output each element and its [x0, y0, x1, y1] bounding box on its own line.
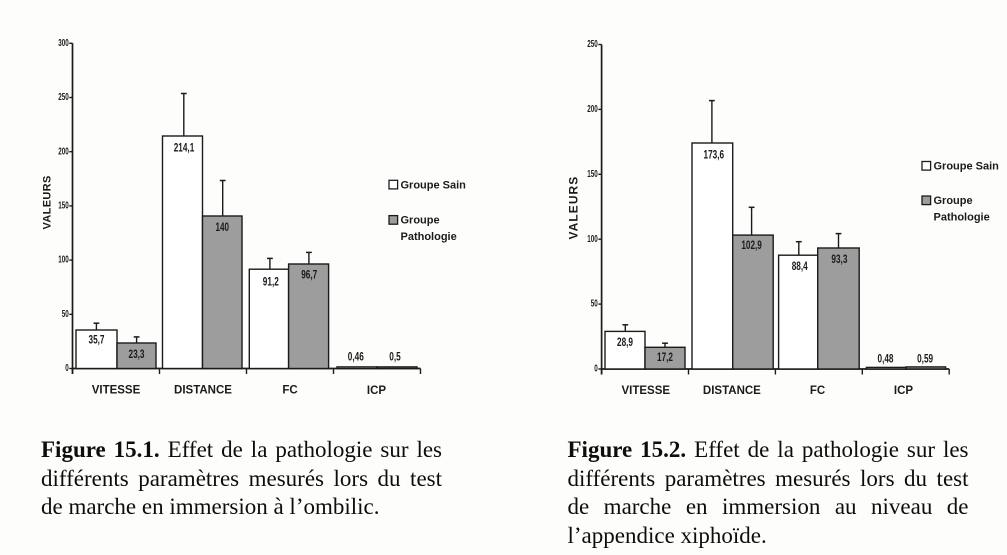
- svg-text:17,2: 17,2: [657, 350, 673, 364]
- svg-text:100: 100: [587, 234, 598, 245]
- svg-text:140: 140: [216, 220, 230, 234]
- svg-text:0,46: 0,46: [348, 350, 364, 364]
- svg-text:50: 50: [62, 309, 69, 320]
- svg-text:0,48: 0,48: [878, 351, 894, 365]
- svg-text:23,3: 23,3: [129, 347, 145, 361]
- svg-text:Pathologie: Pathologie: [934, 211, 990, 223]
- svg-text:214,1: 214,1: [174, 141, 195, 155]
- svg-text:150: 150: [58, 201, 69, 212]
- svg-text:300: 300: [58, 38, 69, 49]
- svg-text:DISTANCE: DISTANCE: [703, 385, 761, 397]
- svg-text:28,9: 28,9: [617, 335, 633, 349]
- svg-text:93,3: 93,3: [831, 252, 847, 266]
- svg-text:ICP: ICP: [367, 385, 387, 397]
- svg-text:VITESSE: VITESSE: [622, 385, 671, 397]
- svg-text:173,6: 173,6: [704, 148, 725, 162]
- svg-text:88,4: 88,4: [792, 259, 808, 273]
- svg-text:50: 50: [591, 299, 598, 310]
- svg-text:200: 200: [587, 104, 598, 115]
- svg-text:0: 0: [594, 364, 598, 375]
- svg-text:35,7: 35,7: [89, 333, 105, 347]
- svg-text:0,59: 0,59: [917, 351, 933, 365]
- svg-text:Groupe: Groupe: [401, 215, 440, 227]
- svg-text:250: 250: [587, 39, 598, 50]
- svg-text:VALEURS: VALEURS: [566, 176, 580, 240]
- svg-text:Pathologie: Pathologie: [401, 231, 457, 243]
- svg-text:VALEURS: VALEURS: [42, 175, 54, 230]
- svg-text:200: 200: [58, 146, 69, 157]
- svg-text:DISTANCE: DISTANCE: [174, 385, 232, 397]
- svg-text:100: 100: [58, 255, 69, 266]
- svg-text:Groupe Sain: Groupe Sain: [401, 179, 467, 191]
- svg-text:FC: FC: [282, 385, 297, 397]
- svg-text:0,5: 0,5: [389, 350, 401, 364]
- svg-text:250: 250: [58, 92, 69, 103]
- svg-text:VITESSE: VITESSE: [92, 385, 141, 397]
- svg-text:Groupe Sain: Groupe Sain: [934, 161, 1000, 173]
- svg-text:ICP: ICP: [894, 385, 914, 397]
- svg-text:102,9: 102,9: [741, 238, 762, 252]
- svg-text:150: 150: [587, 169, 598, 180]
- svg-text:0: 0: [65, 363, 69, 374]
- svg-text:FC: FC: [810, 385, 825, 397]
- svg-text:91,2: 91,2: [263, 274, 279, 288]
- svg-text:Groupe: Groupe: [934, 195, 973, 207]
- svg-text:96,7: 96,7: [301, 267, 317, 281]
